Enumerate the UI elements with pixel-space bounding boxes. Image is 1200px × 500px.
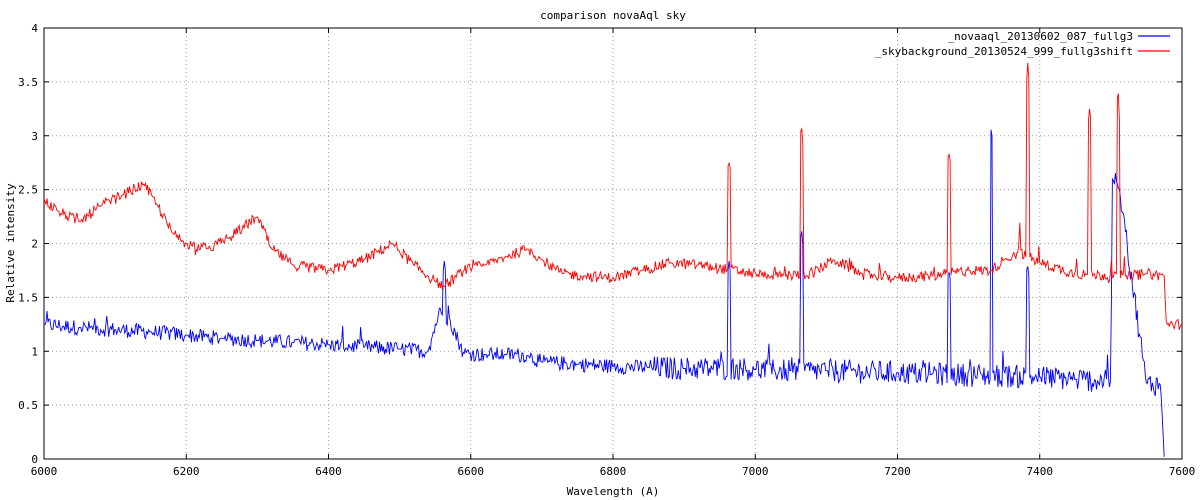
series-layer xyxy=(43,62,1182,457)
tick-layer: 0 0.5 1 1.5 2 2.5 3 3.5 4 6000 6200 6400 6600 6800 700… xyxy=(18,22,1195,478)
x-tick-label: 6600 xyxy=(458,465,485,478)
legend-label-sky: _skybackground_20130524_999_fullg3shift xyxy=(875,45,1133,58)
x-tick-label: 6800 xyxy=(600,465,627,478)
plot-frame xyxy=(43,27,1183,460)
chart-title: comparison novaAql sky xyxy=(540,9,686,22)
y-tick-label: 4 xyxy=(31,22,38,35)
y-tick-label: 3.5 xyxy=(18,76,38,89)
y-tick-label: 3 xyxy=(31,130,38,143)
x-tick-label: 6400 xyxy=(315,465,342,478)
x-tick-label: 6000 xyxy=(31,465,58,478)
legend-label-nova: _novaaql_20130602_087_fullg3 xyxy=(948,30,1133,43)
x-tick-label: 6200 xyxy=(173,465,200,478)
x-tick-label: 7400 xyxy=(1027,465,1054,478)
y-tick-label: 0 xyxy=(31,453,38,466)
legend: _novaaql_20130602_087_fullg3 _skybackgro… xyxy=(875,30,1170,58)
y-tick-label: 2 xyxy=(31,238,38,251)
y-tick-label: 2.5 xyxy=(18,184,38,197)
y-tick-label: 0.5 xyxy=(18,399,38,412)
x-tick-label: 7600 xyxy=(1169,465,1196,478)
x-tick-label: 7200 xyxy=(884,465,911,478)
y-tick-label: 1.5 xyxy=(18,291,38,304)
series-line-nova xyxy=(43,129,1165,457)
series-line-sky xyxy=(43,62,1182,331)
x-tick-label: 7000 xyxy=(742,465,769,478)
x-axis-label: Wavelength (A) xyxy=(567,485,660,498)
y-axis-label: Relative intensity xyxy=(4,183,17,303)
y-tick-label: 1 xyxy=(31,345,38,358)
